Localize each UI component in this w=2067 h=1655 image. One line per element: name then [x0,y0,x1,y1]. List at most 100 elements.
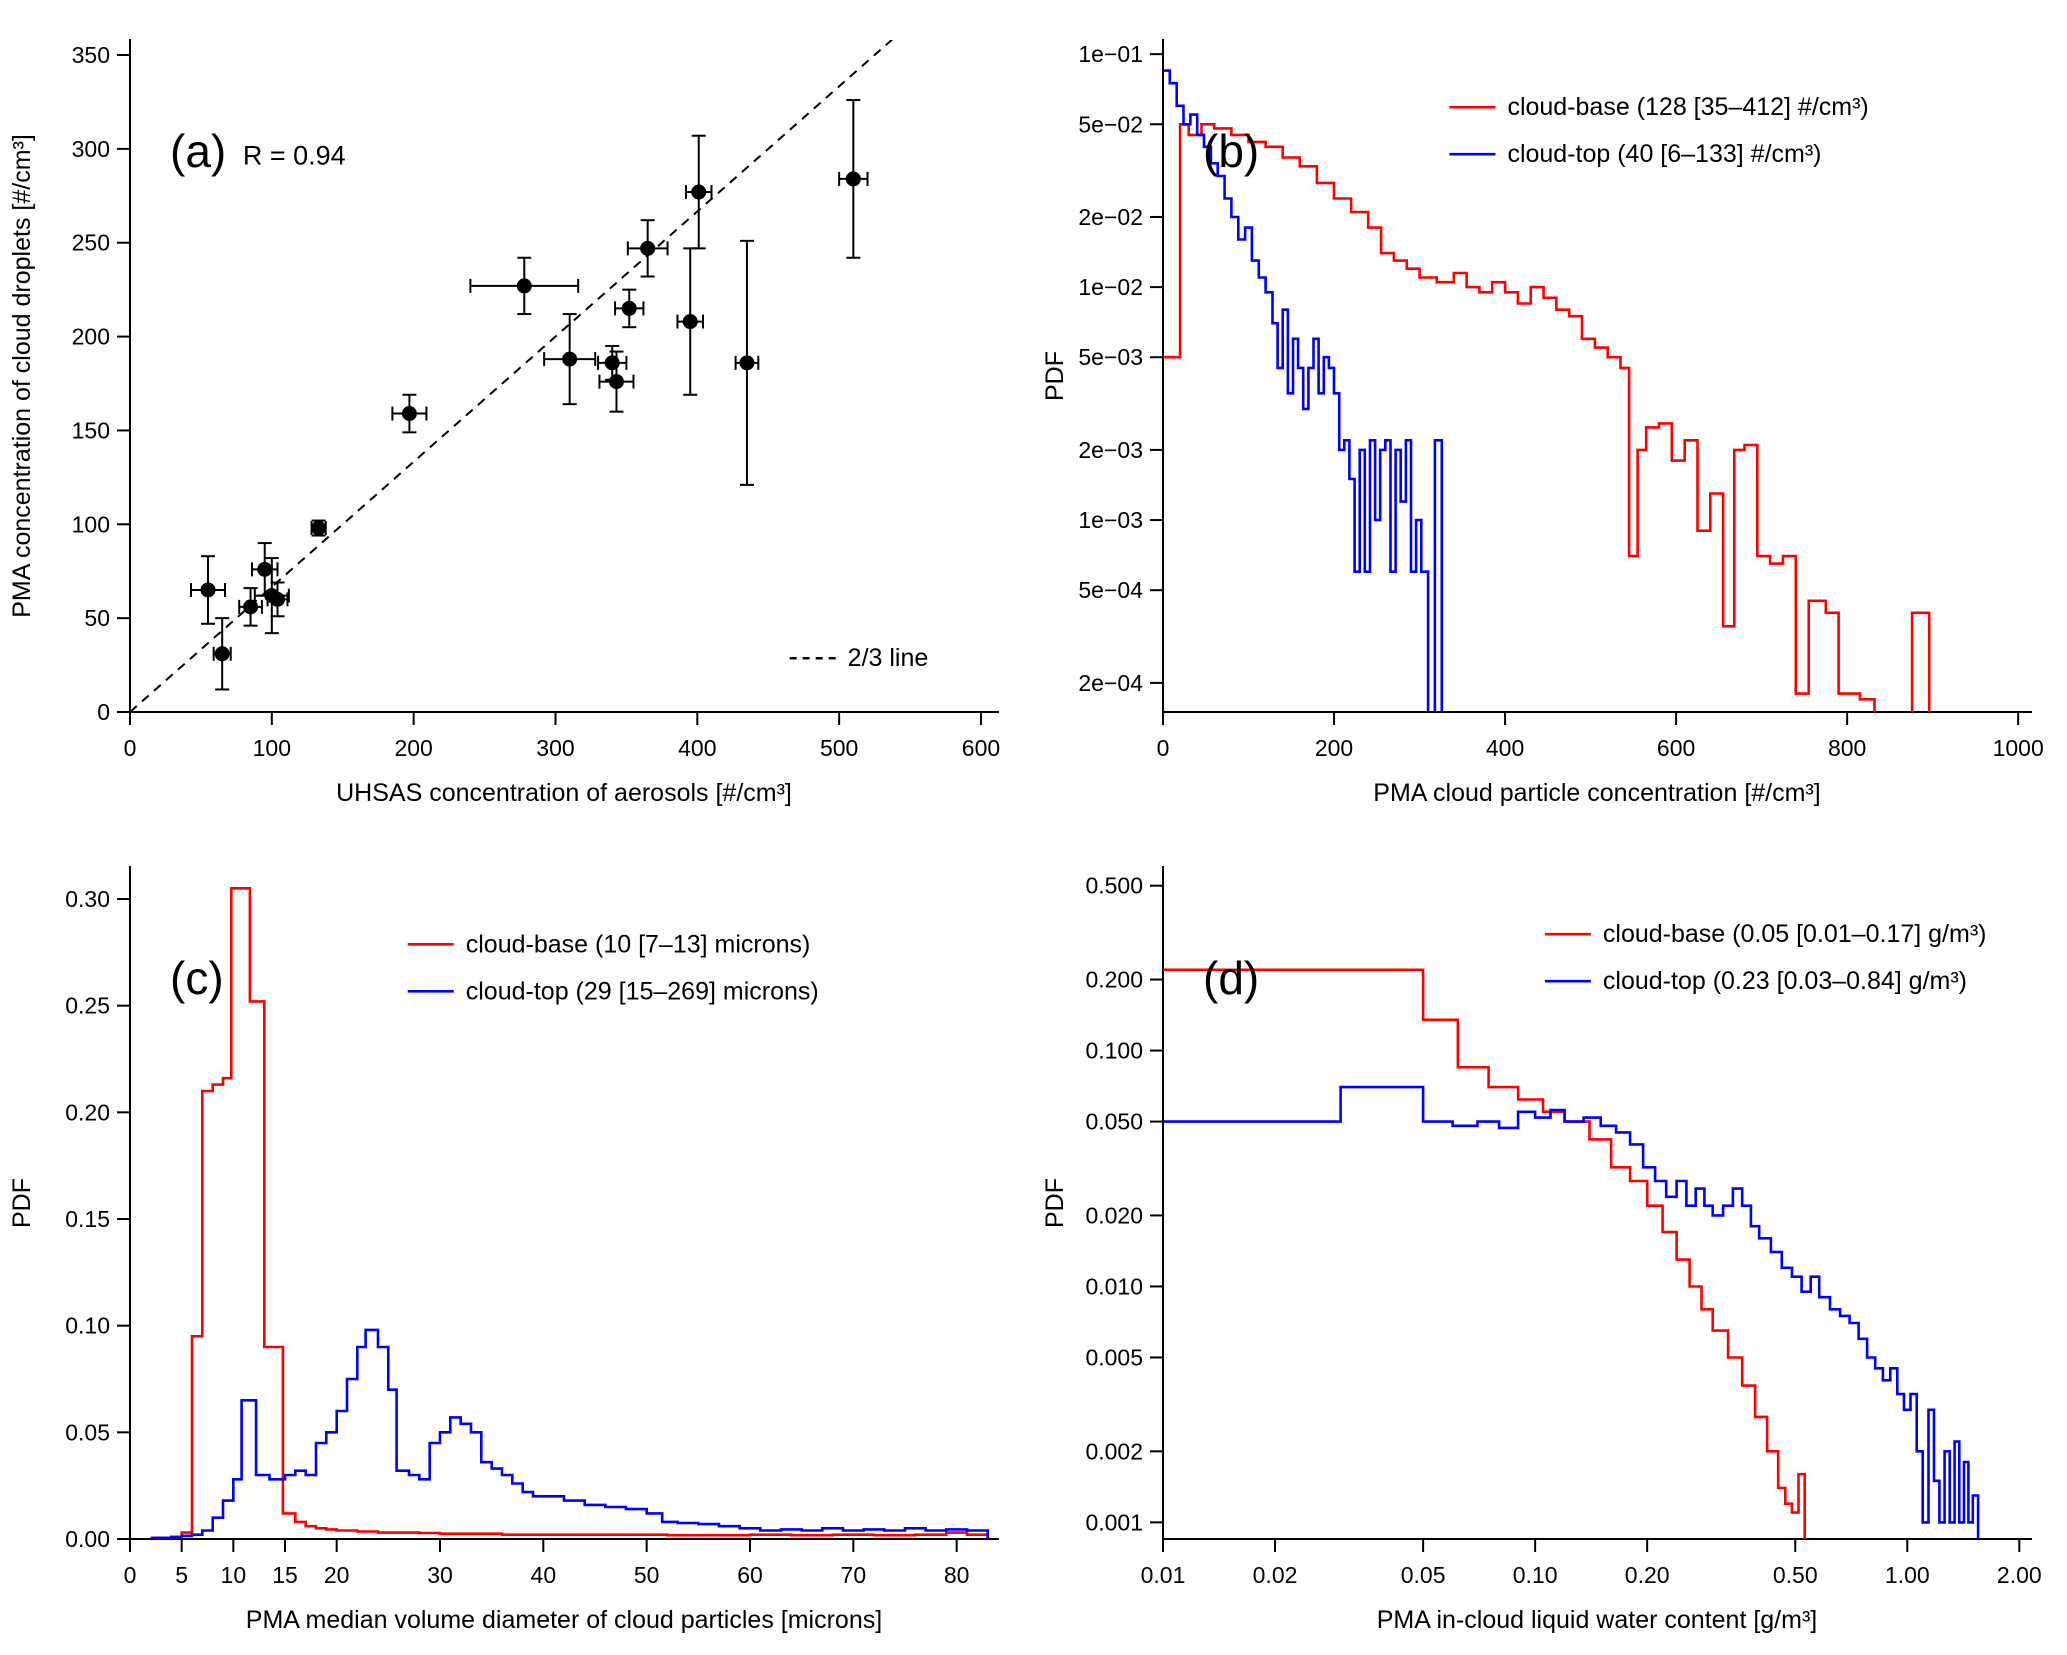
axes [117,866,999,1552]
svg-text:80: 80 [944,1562,970,1588]
panel-c: 0 5 10 15 20 30 40 50 60 70 80 0.00 0.05 0.10 0.15 0.20… [0,827,1033,1654]
svg-text:0.500: 0.500 [1085,873,1143,899]
svg-text:0.25: 0.25 [65,993,110,1019]
svg-text:0.15: 0.15 [65,1206,110,1232]
legend-label: cloud-base (10 [7–13] microns) [466,930,811,958]
svg-text:0.010: 0.010 [1085,1273,1143,1299]
series-cloud-base [1163,123,1931,712]
legend: cloud-base (128 [35–412] #/cm³) cloud-top… [1449,93,1869,168]
svg-text:0.001: 0.001 [1085,1509,1143,1535]
axes [1150,866,2032,1552]
svg-text:40: 40 [531,1562,557,1588]
svg-text:20: 20 [324,1562,350,1588]
x-axis-title: PMA cloud particle concentration [#/cm³] [1373,779,1820,807]
svg-text:0.200: 0.200 [1085,967,1143,993]
plot-area [1163,69,1931,712]
svg-text:5e−03: 5e−03 [1078,344,1143,370]
legend-label: cloud-base (128 [35–412] #/cm³) [1507,93,1868,121]
svg-text:2e−04: 2e−04 [1078,670,1143,696]
y-axis-title: PDF [1041,351,1069,401]
panel-a-label: (a) [170,125,227,177]
svg-text:0: 0 [124,735,137,761]
svg-text:200: 200 [72,324,110,350]
legend-label: cloud-base (0.05 [0.01–0.17] g/m³) [1603,920,1987,948]
axis-tick-labels: 0 5 10 15 20 30 40 50 60 70 80 0.00 0.05 0.10 0.15 0.20… [65,886,969,1588]
svg-text:500: 500 [820,735,858,761]
svg-text:30: 30 [427,1562,453,1588]
legend: cloud-base (0.05 [0.01–0.17] g/m³) cloud-… [1544,920,1987,995]
svg-text:200: 200 [394,735,432,761]
svg-text:50: 50 [84,605,110,631]
svg-text:1000: 1000 [1993,735,2044,761]
plot-area [1163,968,1980,1539]
axis-tick-labels: 0 200 400 600 800 1000 1e−01 5e−02 2e−02 1e−02 5e−… [1078,41,2043,761]
svg-text:0.20: 0.20 [1625,1562,1670,1588]
svg-text:1e−02: 1e−02 [1078,274,1143,300]
scatter-chart-aerosol-vs-droplet: 0 100 200 300 400 500 600 0 50 100 150 200 250 300 350… [8,39,1001,807]
svg-text:0.002: 0.002 [1085,1438,1143,1464]
axis-tick-labels: 0.01 0.02 0.05 0.10 0.20 0.50 1.00 2.00 0.500 0.2… [1085,873,2041,1588]
plot-area [130,40,894,712]
svg-text:15: 15 [272,1562,298,1588]
svg-text:5: 5 [175,1562,188,1588]
svg-text:50: 50 [634,1562,660,1588]
svg-text:0.05: 0.05 [1401,1562,1446,1588]
svg-text:2.00: 2.00 [1997,1562,2042,1588]
series-cloud-top [1163,1085,1980,1539]
svg-text:1e−03: 1e−03 [1078,507,1143,533]
axes [1150,39,2032,725]
svg-text:0.20: 0.20 [65,1099,110,1125]
x-axis-title: PMA median volume diameter of cloud part… [246,1606,882,1634]
pdf-chart-liquid-water-content: 0.01 0.02 0.05 0.10 0.20 0.50 1.00 2.00 0.500 0.2… [1041,866,2042,1634]
legend-label: 2/3 line [848,644,929,672]
svg-text:0.50: 0.50 [1773,1562,1818,1588]
panel-d: 0.01 0.02 0.05 0.10 0.20 0.50 1.00 2.00 0.500 0.2… [1033,827,2066,1654]
svg-text:0.005: 0.005 [1085,1344,1143,1370]
legend-label: cloud-top (29 [15–269] microns) [466,977,819,1005]
svg-text:0.050: 0.050 [1085,1109,1143,1135]
svg-text:300: 300 [536,735,574,761]
y-axis-title: PDF [8,1178,36,1228]
series-cloud-top [150,1328,989,1539]
svg-text:5e−04: 5e−04 [1078,577,1143,603]
pdf-chart-particle-concentration: 0 200 400 600 800 1000 1e−01 5e−02 2e−02 1e−02 5e−… [1041,39,2044,807]
svg-text:600: 600 [1657,735,1695,761]
svg-text:200: 200 [1315,735,1353,761]
svg-text:2e−03: 2e−03 [1078,437,1143,463]
y-axis-title: PDF [1041,1178,1069,1228]
series-cloud-base [1163,968,1806,1539]
svg-text:100: 100 [72,511,110,537]
svg-text:5e−02: 5e−02 [1078,111,1143,137]
svg-text:10: 10 [221,1562,247,1588]
panel-d-label: (d) [1203,952,1260,1004]
svg-text:0: 0 [124,1562,137,1588]
svg-text:1.00: 1.00 [1885,1562,1930,1588]
svg-text:2e−02: 2e−02 [1078,204,1143,230]
svg-text:600: 600 [962,735,1000,761]
svg-text:0.020: 0.020 [1085,1202,1143,1228]
legend-label: cloud-top (0.23 [0.03–0.84] g/m³) [1603,967,1967,995]
series-cloud-top [1163,69,1444,712]
svg-text:0.10: 0.10 [1513,1562,1558,1588]
svg-text:0.02: 0.02 [1253,1562,1298,1588]
x-axis-title: UHSAS concentration of aerosols [#/cm³] [336,779,792,807]
scatter-points-with-error-bars [189,99,869,691]
svg-text:0.01: 0.01 [1141,1562,1186,1588]
plot-area [150,887,989,1539]
svg-text:0: 0 [97,699,110,725]
svg-text:100: 100 [253,735,291,761]
svg-text:60: 60 [737,1562,763,1588]
svg-text:300: 300 [72,136,110,162]
panel-b: 0 200 400 600 800 1000 1e−01 5e−02 2e−02 1e−02 5e−… [1033,0,2066,827]
axis-tick-labels: 0 100 200 300 400 500 600 0 50 100 150 200 250 300 350 [72,42,1001,761]
correlation-annotation: R = 0.94 [243,140,346,170]
svg-text:0.30: 0.30 [65,886,110,912]
svg-text:0.10: 0.10 [65,1313,110,1339]
pdf-chart-median-volume-diameter: 0 5 10 15 20 30 40 50 60 70 80 0.00 0.05 0.10 0.15 0.20… [8,866,999,1634]
legend: 2/3 line [789,644,929,672]
panel-c-label: (c) [170,952,224,1004]
panel-a: 0 100 200 300 400 500 600 0 50 100 150 200 250 300 350… [0,0,1033,827]
panel-b-label: (b) [1203,125,1260,177]
svg-text:1e−01: 1e−01 [1078,41,1143,67]
